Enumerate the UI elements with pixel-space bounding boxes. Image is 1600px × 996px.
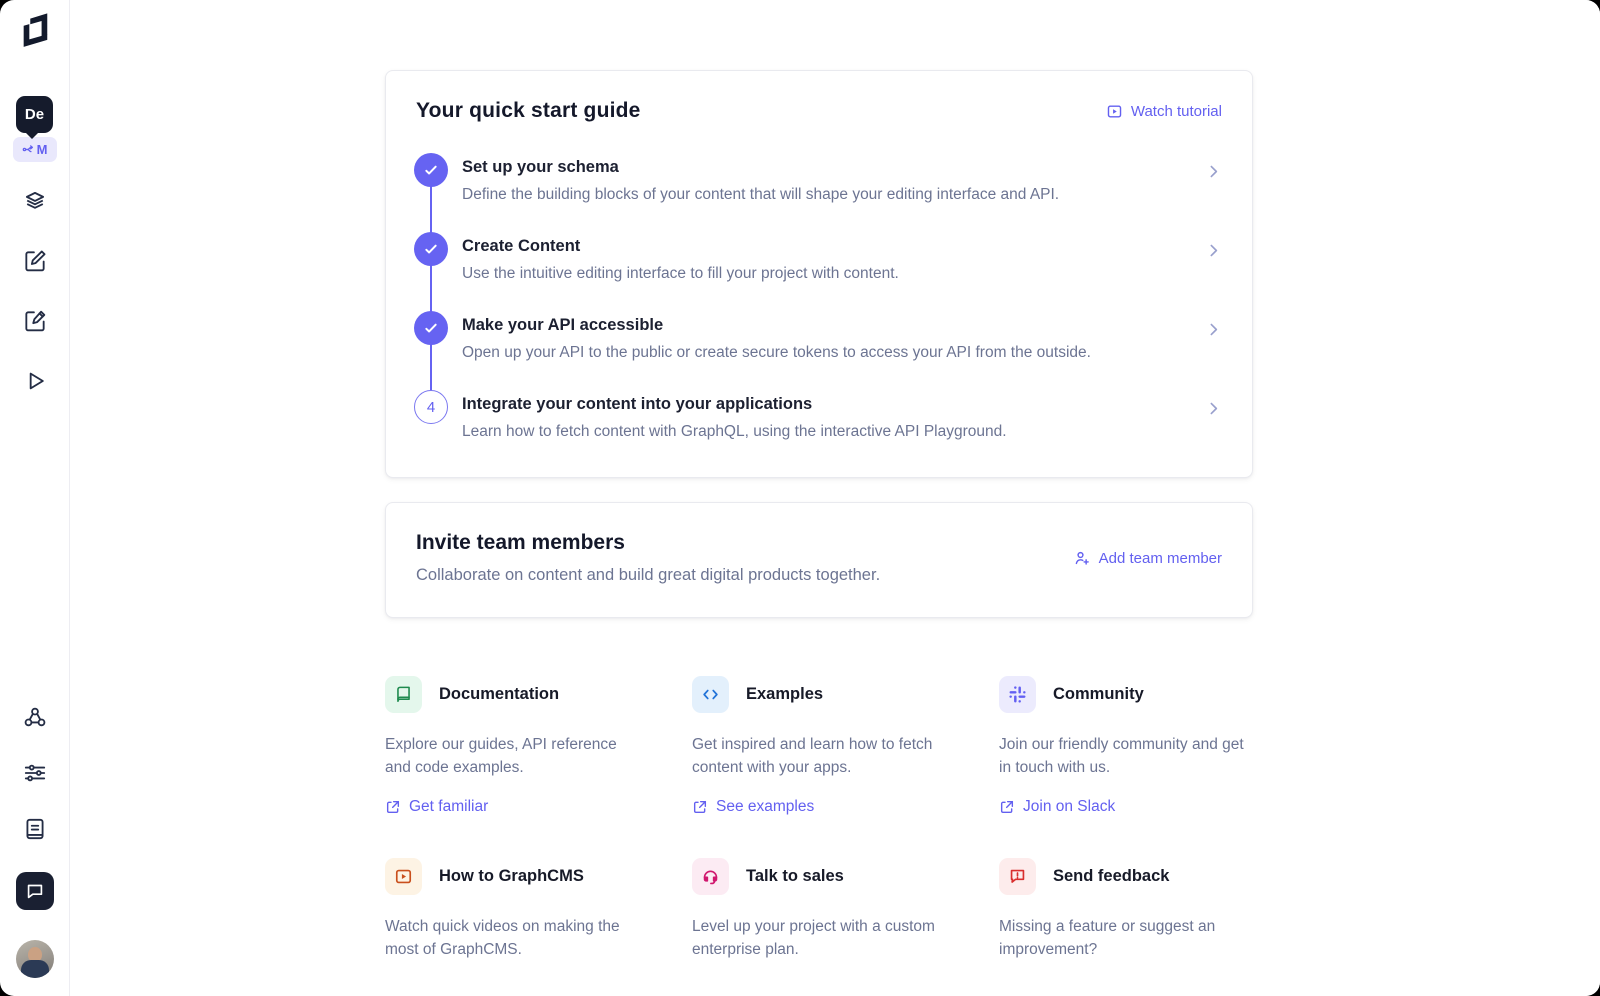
resource-title: Community bbox=[1053, 685, 1144, 703]
sidebar-item-editor[interactable] bbox=[22, 308, 48, 334]
sidebar-item-settings[interactable] bbox=[22, 760, 48, 786]
sliders-icon bbox=[24, 764, 45, 782]
resource-title: Talk to sales bbox=[746, 866, 844, 885]
external-link-icon bbox=[1000, 800, 1014, 813]
resource-card-documentation[interactable]: Documentation Explore our guides, API re… bbox=[385, 676, 638, 820]
resource-description: Missing a feature or suggest an improvem… bbox=[999, 917, 1216, 958]
webhook-icon bbox=[24, 707, 45, 727]
layers-icon bbox=[25, 191, 44, 209]
sidebar: De M bbox=[0, 0, 70, 996]
resource-card-examples[interactable]: Examples Get inspired and learn how to f… bbox=[692, 676, 945, 820]
main-content: Your quick start guide Watch tutorial bbox=[70, 0, 1600, 996]
step-title: Make your API accessible bbox=[462, 316, 664, 334]
sidebar-item-webhooks[interactable] bbox=[22, 704, 48, 730]
get-familiar-link[interactable]: Get familiar bbox=[385, 798, 488, 816]
step-title: Set up your schema bbox=[462, 158, 619, 176]
step-row[interactable]: Create Content Use the intuitive editing… bbox=[414, 232, 1222, 283]
step-title: Integrate your content into your applica… bbox=[462, 395, 813, 413]
step-number-badge: 4 bbox=[414, 390, 448, 424]
resource-description: Get inspired and learn how to fetch cont… bbox=[692, 736, 933, 776]
environment-badge[interactable]: M bbox=[12, 137, 57, 162]
check-icon bbox=[425, 323, 437, 333]
quick-start-title: Your quick start guide bbox=[416, 99, 641, 122]
resource-description: Explore our guides, API reference and co… bbox=[385, 736, 617, 776]
resource-card-feedback[interactable]: Send feedback Missing a feature or sugge… bbox=[999, 857, 1252, 962]
sidebar-item-documentation[interactable] bbox=[22, 816, 48, 842]
graphcms-logo[interactable] bbox=[18, 12, 52, 52]
step-description: Learn how to fetch content with GraphQL,… bbox=[462, 423, 1007, 440]
avatar-figure bbox=[20, 960, 49, 978]
sidebar-top-nav bbox=[22, 188, 48, 394]
code-icon bbox=[692, 676, 729, 713]
resource-title: How to GraphCMS bbox=[439, 866, 584, 885]
video-icon bbox=[385, 857, 422, 895]
watch-tutorial-link[interactable]: Watch tutorial bbox=[1106, 103, 1222, 120]
invite-title: Invite team members bbox=[416, 531, 625, 554]
step-completed-badge bbox=[414, 311, 448, 345]
resource-title: Send feedback bbox=[1053, 866, 1170, 885]
resource-description: Watch quick videos on making the most of… bbox=[385, 917, 620, 958]
user-plus-icon bbox=[1075, 551, 1089, 565]
play-icon bbox=[29, 372, 44, 390]
resource-card-sales[interactable]: Talk to sales Level up your project with… bbox=[692, 857, 945, 962]
chat-bubble-icon bbox=[27, 884, 42, 899]
pen-icon bbox=[24, 310, 45, 332]
resource-card-how-to[interactable]: How to GraphCMS Watch quick videos on ma… bbox=[385, 857, 638, 962]
step-row[interactable]: 4 Integrate your content into your appli… bbox=[414, 390, 1222, 441]
edit-icon bbox=[24, 250, 45, 272]
external-link-icon bbox=[386, 800, 400, 813]
invite-card: Invite team members Collaborate on conte… bbox=[385, 502, 1253, 618]
avatar-figure bbox=[27, 947, 42, 962]
project-badge[interactable]: De bbox=[16, 96, 53, 139]
step-completed-badge bbox=[414, 232, 448, 266]
resource-description: Level up your project with a custom ente… bbox=[692, 917, 935, 958]
user-avatar[interactable] bbox=[15, 940, 54, 978]
step-row[interactable]: Make your API accessible Open up your AP… bbox=[414, 311, 1222, 362]
quick-start-steps: Set up your schema Define the building b… bbox=[414, 153, 1222, 441]
sidebar-bottom-nav bbox=[15, 704, 54, 978]
resource-title: Documentation bbox=[439, 685, 560, 703]
sidebar-item-content[interactable] bbox=[22, 248, 48, 274]
join-slack-link[interactable]: Join on Slack bbox=[999, 798, 1115, 816]
see-examples-link[interactable]: See examples bbox=[692, 798, 814, 816]
quick-start-card: Your quick start guide Watch tutorial bbox=[385, 70, 1253, 478]
chevron-right-icon[interactable] bbox=[1205, 390, 1222, 441]
check-icon bbox=[425, 244, 437, 254]
book-icon bbox=[25, 818, 44, 840]
step-description: Open up your API to the public or create… bbox=[462, 344, 1091, 361]
step-connector-line bbox=[430, 173, 432, 396]
external-link-icon bbox=[693, 800, 707, 813]
chevron-right-icon[interactable] bbox=[1205, 232, 1222, 283]
sidebar-item-playground[interactable] bbox=[22, 368, 48, 394]
slack-icon bbox=[999, 676, 1036, 713]
add-team-member-button[interactable]: Add team member bbox=[1073, 549, 1222, 567]
resource-card-community[interactable]: Community Join our friendly community an… bbox=[999, 676, 1252, 820]
environment-label: M bbox=[36, 142, 48, 157]
headset-icon bbox=[692, 857, 729, 895]
project-switcher: De M bbox=[12, 96, 57, 162]
resources-grid: Documentation Explore our guides, API re… bbox=[385, 676, 1253, 982]
chevron-right-icon[interactable] bbox=[1205, 311, 1222, 362]
check-icon bbox=[425, 165, 437, 175]
step-title: Create Content bbox=[462, 237, 581, 255]
chevron-right-icon[interactable] bbox=[1205, 153, 1222, 204]
step-row[interactable]: Set up your schema Define the building b… bbox=[414, 153, 1222, 204]
book-icon bbox=[385, 676, 422, 713]
resource-title: Examples bbox=[746, 685, 824, 703]
play-square-icon bbox=[1107, 104, 1122, 118]
branch-icon bbox=[22, 145, 33, 153]
step-description: Use the intuitive editing interface to f… bbox=[462, 265, 899, 282]
resource-description: Join our friendly community and get in t… bbox=[999, 736, 1244, 776]
step-completed-badge bbox=[414, 153, 448, 187]
alert-bubble-icon bbox=[999, 857, 1036, 895]
invite-description: Collaborate on content and build great d… bbox=[416, 566, 881, 584]
sidebar-item-feedback[interactable] bbox=[15, 872, 54, 910]
sidebar-item-schema[interactable] bbox=[22, 188, 48, 214]
step-description: Define the building blocks of your conte… bbox=[462, 186, 1060, 203]
